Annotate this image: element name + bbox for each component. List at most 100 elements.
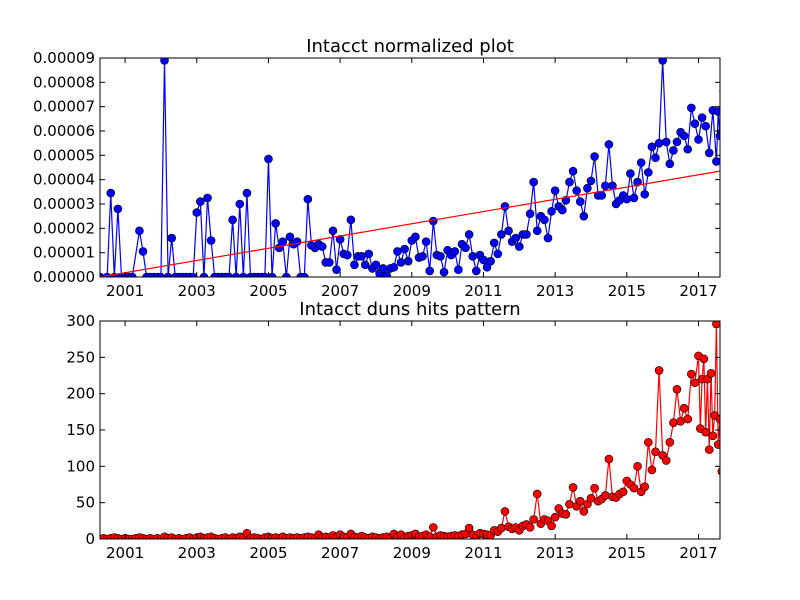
data-point — [629, 483, 639, 493]
series-line — [100, 60, 720, 277]
data-point — [690, 378, 700, 388]
data-point — [626, 169, 635, 178]
data-point — [644, 168, 653, 177]
data-point — [658, 58, 667, 65]
data-point — [601, 491, 610, 500]
data-point — [717, 128, 720, 137]
data-point — [332, 265, 341, 275]
data-point — [335, 234, 345, 244]
data-point — [235, 199, 245, 209]
data-point — [672, 385, 682, 394]
data-point — [568, 166, 578, 176]
data-point — [547, 207, 556, 216]
duns-hits-chart: Intacct duns hits pattern 2001 2003 2005 20… — [66, 299, 721, 562]
data-point — [127, 272, 137, 277]
data-point — [647, 142, 657, 152]
data-point — [425, 266, 435, 276]
data-point — [163, 272, 173, 277]
data-point — [622, 194, 632, 204]
data-point — [271, 219, 280, 228]
data-point — [579, 211, 589, 221]
y-tick-label: 300 — [66, 312, 95, 330]
data-point — [325, 258, 334, 267]
data-point — [669, 146, 678, 155]
data-point — [382, 271, 392, 277]
data-point — [231, 272, 241, 277]
data-point — [525, 523, 535, 532]
data-point — [471, 266, 481, 276]
data-point — [697, 113, 707, 122]
data-point — [708, 431, 718, 441]
data-point — [156, 272, 166, 277]
data-point — [572, 186, 581, 195]
data-point — [618, 487, 628, 497]
data-point — [701, 427, 710, 437]
data-point — [468, 252, 478, 261]
data-point — [713, 107, 720, 116]
data-point — [493, 249, 503, 259]
y-tick-label: 0 — [85, 530, 95, 548]
data-point — [654, 366, 664, 375]
data-point — [228, 215, 237, 225]
data-point — [712, 157, 720, 166]
data-point — [704, 445, 714, 454]
data-point — [196, 197, 205, 206]
data-point — [299, 272, 309, 277]
data-point — [565, 177, 574, 187]
y-tick-label: 0.00008 — [33, 73, 95, 91]
y-tick-label: 150 — [66, 421, 95, 439]
data-point — [590, 152, 599, 161]
x-tick-label: 2013 — [536, 544, 574, 562]
data-point — [640, 189, 650, 199]
data-point — [292, 237, 302, 247]
data-point — [644, 438, 653, 447]
x-tick-label: 2015 — [608, 282, 646, 300]
data-point — [543, 233, 553, 243]
data-point — [540, 215, 549, 225]
plot-area-frame — [99, 320, 721, 540]
data-point — [683, 414, 693, 424]
data-point — [239, 272, 248, 277]
trend-line — [100, 170, 720, 277]
data-point — [690, 119, 700, 128]
data-point — [522, 230, 531, 239]
data-point — [583, 183, 592, 193]
x-tick-label: 2015 — [608, 544, 646, 562]
data-point — [586, 176, 596, 186]
data-point — [242, 188, 252, 198]
normalized-plot-chart: Intacct normalized plot 2001 2003 2005 2007… — [33, 36, 721, 300]
data-point — [679, 403, 689, 413]
data-point — [346, 215, 356, 225]
data-point — [317, 242, 327, 251]
data-point — [489, 238, 499, 248]
chart-marks — [100, 321, 720, 539]
data-point — [715, 414, 720, 424]
data-point — [532, 489, 542, 499]
x-tick-label: 2017 — [679, 544, 717, 562]
y-tick-label: 100 — [66, 457, 95, 475]
x-tick-label: 2009 — [393, 544, 431, 562]
data-point — [267, 272, 277, 277]
data-point — [264, 154, 273, 164]
y-tick-label: 0.00006 — [33, 122, 95, 140]
data-point — [550, 512, 560, 522]
data-point — [411, 232, 420, 242]
data-point — [461, 243, 470, 253]
data-point — [654, 138, 664, 148]
data-point — [597, 191, 607, 200]
data-point — [661, 456, 671, 465]
data-point — [561, 509, 571, 519]
data-point — [360, 260, 370, 270]
data-point — [511, 233, 521, 243]
data-point — [706, 369, 716, 378]
data-point — [400, 244, 409, 254]
data-point — [106, 188, 116, 198]
data-point — [676, 416, 685, 426]
data-point — [371, 260, 381, 270]
x-tick-label: 2003 — [178, 544, 216, 562]
data-point — [604, 140, 614, 149]
data-point — [633, 177, 642, 187]
data-point — [188, 272, 198, 277]
